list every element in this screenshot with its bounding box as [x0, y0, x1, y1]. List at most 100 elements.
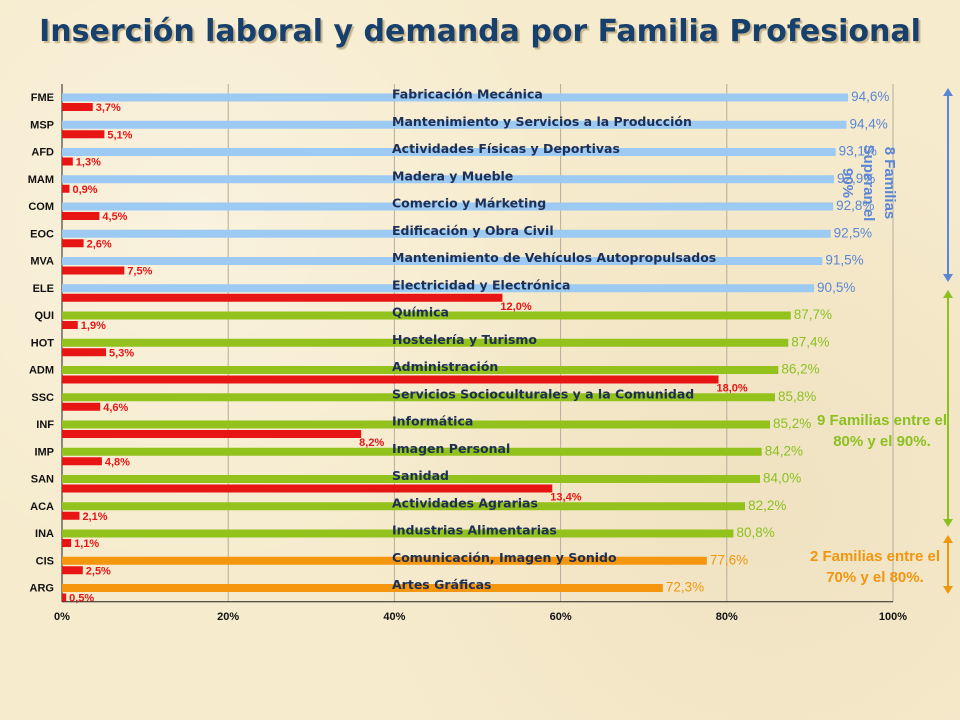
data-label-insercion: 82,2%: [748, 498, 786, 513]
category-label: EOC: [30, 228, 54, 240]
data-label-insercion: 90,5%: [817, 280, 855, 295]
bar-demanda: [62, 293, 503, 302]
category-label: ACA: [30, 501, 54, 513]
annotation-top: 8 Familias Superan el 90%: [839, 144, 898, 222]
category-label: ARG: [30, 583, 54, 595]
bar-insercion: [62, 366, 779, 374]
data-label-demanda: 2,6%: [87, 238, 112, 250]
bar-insercion: [62, 393, 775, 402]
category-label: INA: [35, 528, 54, 540]
bar-insercion: [62, 502, 746, 511]
data-label-demanda: 8,2%: [359, 437, 384, 449]
bar-insercion: [62, 148, 836, 156]
category-label: QUI: [34, 310, 54, 322]
data-label-demanda: 5,1%: [107, 129, 132, 141]
annotation-bottom: 2 Familias entre el 70% y el 80%.: [809, 548, 941, 586]
bar-demanda: [62, 593, 67, 602]
bracket-blue-head-top: [943, 88, 953, 96]
family-name-label: Edificación y Obra Civil: [392, 223, 554, 238]
bar-insercion: [62, 202, 834, 211]
bar-demanda: [62, 103, 93, 111]
family-name-label: Servicios Socioculturales y a la Comunid…: [392, 386, 694, 401]
category-label: CIS: [36, 555, 54, 567]
data-label-insercion: 84,0%: [763, 471, 801, 486]
data-label-insercion: 92,5%: [834, 225, 872, 240]
bracket-orange-head-bottom: [943, 586, 953, 594]
category-label: ADM: [29, 365, 54, 377]
category-label: IMP: [34, 446, 54, 458]
data-label-insercion: 87,4%: [791, 334, 829, 349]
bar-insercion: [62, 338, 789, 347]
bar-demanda: [62, 157, 73, 166]
data-label-demanda: 2,5%: [86, 565, 111, 577]
bar-insercion: [62, 311, 791, 320]
bar-insercion: [62, 584, 663, 592]
family-name-label: Actividades Agrarias: [392, 495, 538, 510]
bar-insercion: [62, 556, 707, 565]
data-label-insercion: 91,5%: [825, 253, 863, 268]
bar-demanda: [62, 130, 105, 139]
family-name-label: Madera y Mueble: [392, 168, 513, 183]
category-label: FME: [31, 92, 54, 104]
bar-demanda: [62, 484, 553, 493]
data-label-insercion: 94,4%: [849, 116, 887, 131]
family-name-label: Imagen Personal: [392, 441, 510, 456]
data-label-insercion: 80,8%: [736, 525, 774, 540]
category-label: AFD: [31, 147, 54, 159]
data-label-demanda: 4,5%: [102, 211, 127, 223]
data-label-demanda: 12,0%: [500, 301, 531, 313]
x-tick-label: 100%: [879, 611, 907, 623]
family-name-label: Química: [392, 305, 449, 320]
bar-demanda: [62, 511, 80, 520]
bar-demanda: [62, 566, 83, 575]
category-label: SAN: [31, 474, 54, 486]
bracket-orange-head-top: [943, 535, 953, 543]
x-tick-label: 40%: [383, 611, 405, 623]
family-name-label: Mantenimiento de Vehículos Autopropulsad…: [392, 250, 716, 265]
family-name-label: Electricidad y Electrónica: [392, 277, 570, 292]
bar-demanda: [62, 321, 78, 329]
data-label-demanda: 1,3%: [76, 157, 101, 169]
bar-insercion: [62, 284, 815, 293]
bar-demanda: [62, 184, 70, 193]
data-label-demanda: 7,5%: [127, 266, 152, 278]
bar-insercion: [62, 420, 771, 429]
family-name-label: Hostelería y Turismo: [392, 332, 537, 347]
bar-demanda: [62, 402, 101, 411]
data-label-insercion: 94,6%: [851, 89, 889, 104]
data-label-insercion: 93,1%: [839, 144, 877, 159]
bar-insercion: [62, 529, 734, 538]
data-label-insercion: 92,8%: [836, 198, 874, 213]
bar-insercion: [62, 120, 847, 129]
data-label-insercion: 85,8%: [778, 389, 816, 404]
bracket-green-head-bottom: [943, 519, 953, 527]
bar-demanda: [62, 457, 102, 466]
x-tick-label: 80%: [716, 611, 738, 623]
category-label: COM: [28, 201, 54, 213]
category-label: MSP: [30, 119, 54, 131]
x-tick-label: 20%: [217, 611, 239, 623]
x-tick-label: 60%: [550, 611, 572, 623]
family-name-label: Sanidad: [392, 468, 449, 483]
family-name-label: Comunicación, Imagen y Sonido: [392, 550, 617, 565]
bar-insercion: [62, 475, 761, 483]
data-label-demanda: 0,9%: [72, 184, 97, 196]
bar-insercion: [62, 257, 823, 265]
category-label: HOT: [31, 337, 55, 349]
bar-demanda: [62, 348, 107, 357]
family-name-label: Mantenimiento y Servicios a la Producció…: [392, 114, 692, 129]
data-label-demanda: 5,3%: [109, 347, 134, 359]
bar-demanda: [62, 212, 100, 220]
bar-demanda: [62, 239, 84, 248]
family-name-label: Comercio y Márketing: [392, 196, 546, 211]
category-label: INF: [36, 419, 54, 431]
data-label-demanda: 2,1%: [82, 511, 107, 523]
data-label-demanda: 4,6%: [103, 402, 128, 414]
bar-insercion: [62, 229, 831, 238]
bar-demanda: [62, 375, 719, 384]
data-label-demanda: 4,8%: [105, 456, 130, 468]
data-label-insercion: 77,6%: [710, 552, 748, 567]
data-label-demanda: 3,7%: [96, 102, 121, 114]
category-label: SSC: [31, 392, 54, 404]
